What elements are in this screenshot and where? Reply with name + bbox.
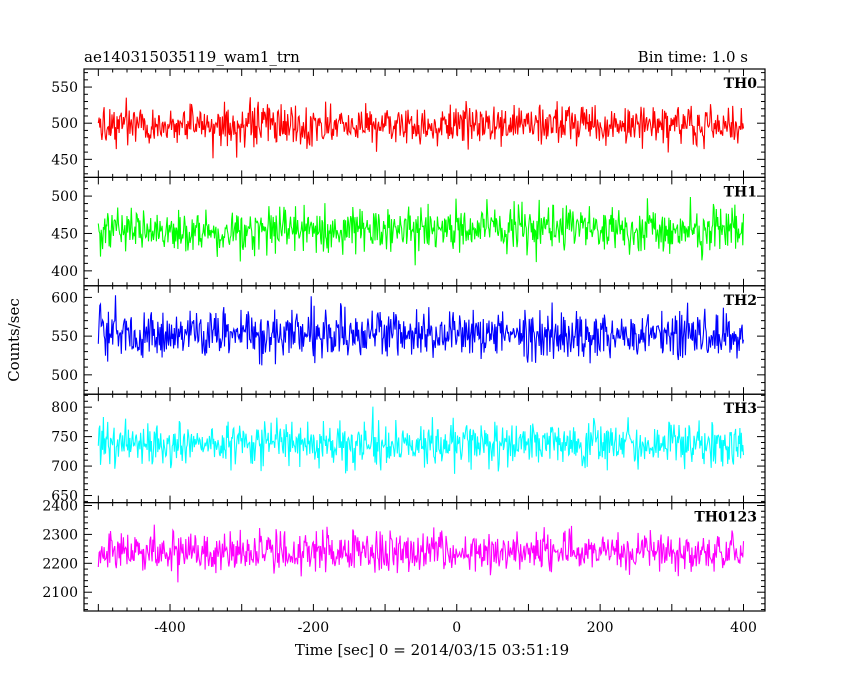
- y-tick-label: 2300: [42, 527, 78, 543]
- x-tick-label: -400: [154, 620, 185, 636]
- y-tick-label: 2400: [42, 498, 78, 514]
- panel-label-th0: TH0: [724, 76, 758, 92]
- series-line-th0123: [97, 524, 745, 583]
- y-tick-label: 600: [51, 290, 78, 306]
- y-tick-label: 400: [51, 264, 78, 280]
- panel-th1: 400 450 500 TH1: [51, 176, 766, 287]
- y-tick-label: 800: [51, 400, 78, 416]
- panel-label-th3: TH3: [724, 401, 757, 417]
- y-tick-label: 500: [51, 116, 78, 132]
- y-tick-label: 2100: [42, 585, 78, 601]
- x-tick-label: 200: [587, 620, 614, 636]
- series-line-th0: [97, 97, 745, 159]
- panel-label-th0123: TH0123: [694, 510, 757, 526]
- panel-th0: 450 500 550 TH0: [51, 68, 766, 179]
- y-axis-title: Counts/sec: [5, 298, 23, 382]
- y-tick-label: 550: [51, 80, 78, 96]
- y-tick-label: 750: [51, 430, 78, 446]
- panel-label-th1: TH1: [724, 184, 757, 200]
- y-tick-label: 450: [51, 226, 78, 242]
- y-tick-label: 500: [51, 368, 78, 384]
- y-tick-label: 450: [51, 152, 78, 168]
- panel-frame: [83, 502, 766, 612]
- y-tick-label: 500: [51, 189, 78, 205]
- chart-title: ae140315035119_wam1_trn: [84, 48, 300, 66]
- x-tick-label: 0: [452, 620, 461, 636]
- x-axis-title: Time [sec] 0 = 2014/03/15 03:51:19: [295, 641, 569, 659]
- y-tick-label: 2200: [42, 556, 78, 572]
- panel-label-th2: TH2: [724, 293, 757, 309]
- panel-th2: 500 550 600 TH2: [51, 285, 766, 395]
- y-tick-label: 550: [51, 329, 78, 345]
- panel-th0123: 2100 2200 2300 2400 TH0123: [42, 498, 766, 612]
- series-line-th3: [97, 406, 745, 474]
- series-line-th1: [97, 196, 745, 266]
- series-line-th2: [97, 295, 745, 366]
- y-tick-label: 650: [51, 489, 78, 505]
- chart-subtitle: Bin time: 1.0 s: [638, 48, 748, 66]
- x-tick-label: 400: [730, 620, 757, 636]
- y-tick-label: 700: [51, 459, 78, 475]
- panels-group: 450 500 550 TH0 400 450 500 TH1 500 550 600 TH2 650 7…: [42, 68, 766, 636]
- panel-th3: 650 700 750 800 TH3: [51, 393, 766, 505]
- x-tick-label: -200: [298, 620, 329, 636]
